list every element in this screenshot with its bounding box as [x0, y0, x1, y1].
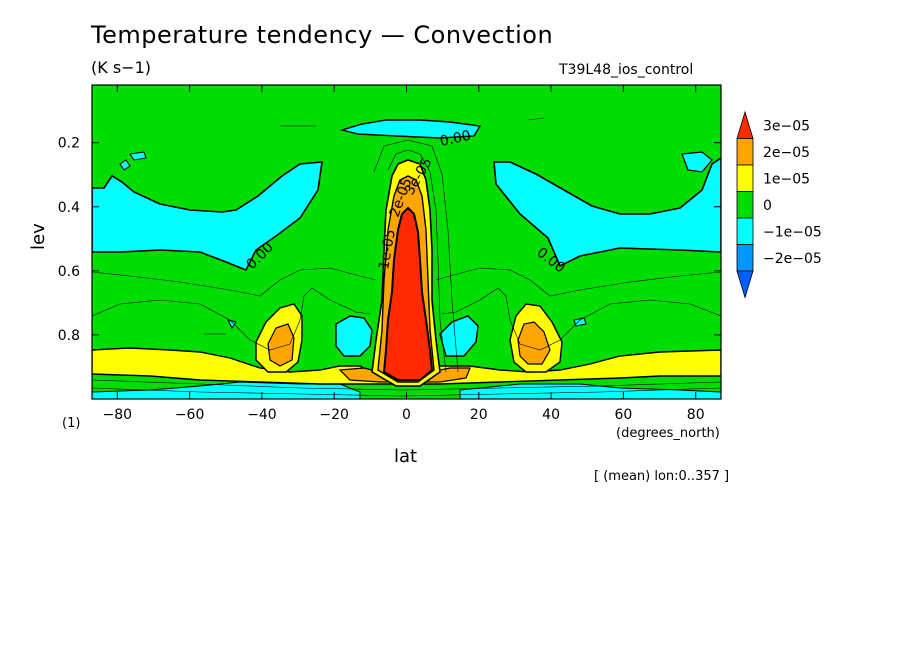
x-tick-label: −80: [103, 407, 133, 423]
chart-title: Temperature tendency — Convection: [91, 21, 554, 49]
y-axis: 0.2 0.4 0.6 0.8: [58, 136, 721, 344]
colorbar-segment: [736, 164, 754, 192]
colorbar-segment: [736, 217, 754, 245]
contour-label: 1e-05: [376, 228, 399, 271]
x-tick-label: 0: [402, 407, 411, 423]
colorbar-segment: [736, 138, 754, 166]
x-tick-label: 80: [687, 407, 705, 423]
negative-region: [227, 319, 237, 329]
colorbar: 3e−05 2e−05 1e−05 0 −1e−05 −2e−05: [736, 110, 822, 299]
colorbar-label: −2e−05: [763, 251, 822, 267]
negative-region: [439, 315, 479, 357]
x-tick-label: 40: [542, 407, 560, 423]
negative-region: [119, 159, 131, 171]
y-axis-units: (1): [62, 416, 81, 431]
run-label: T39L48_ios_control: [559, 62, 694, 78]
y-tick-label: 0.4: [58, 200, 80, 216]
colorbar-label: 2e−05: [763, 145, 810, 161]
y-tick-label: 0.6: [58, 264, 80, 280]
negative-region: [92, 161, 323, 272]
x-axis-label: lat: [394, 446, 418, 467]
colorbar-label: 1e−05: [763, 172, 810, 188]
x-axis-units: (degrees_north): [616, 426, 720, 441]
negative-region: [573, 317, 587, 327]
max-region: [382, 206, 434, 381]
colorbar-segment: [736, 270, 754, 299]
negative-region: [681, 151, 713, 173]
y-tick-label: 0.8: [58, 328, 80, 344]
negative-region: [129, 151, 147, 161]
colorbar-segment: [736, 110, 754, 139]
x-tick-label: −40: [247, 407, 277, 423]
negative-region: [335, 315, 373, 357]
x-tick-label: 60: [614, 407, 632, 423]
plot-area: 0.00 0.00 0.00 1e-05 2e-05 3e-05: [92, 85, 721, 399]
x-tick-label: 20: [470, 407, 488, 423]
chart-units: (K s−1): [91, 58, 151, 77]
x-tick-label: −60: [175, 407, 205, 423]
positive-region: [517, 321, 551, 365]
negative-region: [339, 119, 482, 139]
contour-label: 0.00: [439, 128, 473, 150]
colorbar-label: 3e−05: [763, 119, 810, 135]
colorbar-segment: [736, 191, 754, 219]
colorbar-label: 0: [763, 198, 772, 214]
colorbar-segment: [736, 244, 754, 272]
contour-lines: [92, 117, 721, 397]
y-tick-label: 0.2: [58, 136, 80, 152]
negative-region: [493, 157, 721, 268]
positive-region: [267, 323, 295, 367]
x-tick-label: −20: [319, 407, 349, 423]
colorbar-label: −1e−05: [763, 225, 822, 241]
x-axis: −80 −60 −40 −20 0 20 40 60 80: [103, 85, 705, 423]
averaging-note: [ (mean) lon:0..357 ]: [594, 469, 730, 484]
